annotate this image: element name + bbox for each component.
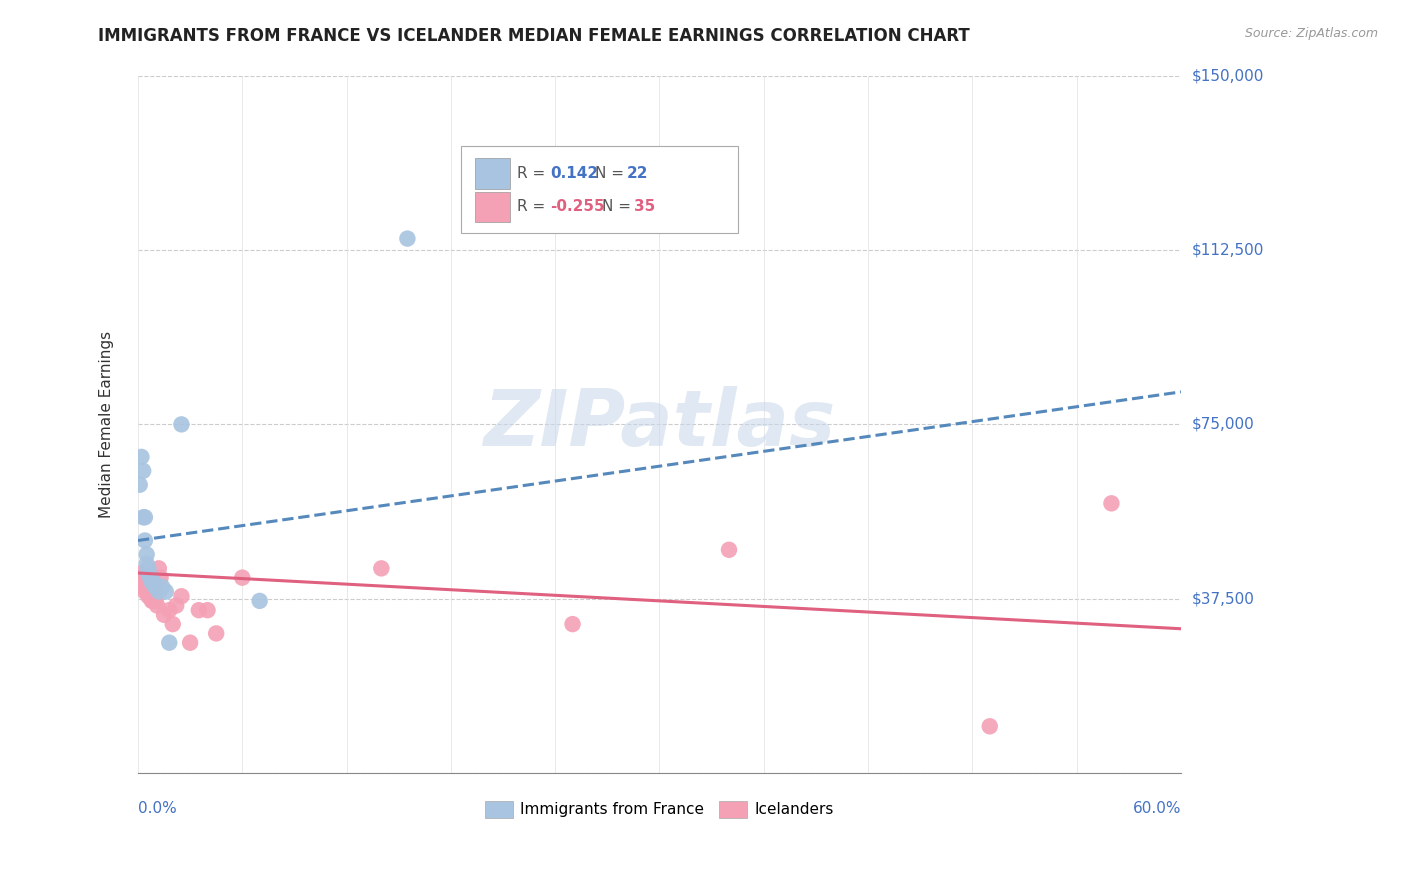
- Point: [138, 561, 160, 575]
- Point: [1099, 496, 1122, 510]
- Point: [205, 626, 228, 640]
- Text: $112,500: $112,500: [1192, 243, 1264, 258]
- Point: [153, 607, 176, 622]
- Point: [179, 635, 201, 649]
- Text: $37,500: $37,500: [1192, 591, 1256, 606]
- Text: N =: N =: [602, 200, 636, 214]
- Text: 22: 22: [627, 166, 648, 181]
- Point: [135, 548, 157, 562]
- Point: [143, 594, 166, 608]
- Point: [149, 571, 172, 585]
- Point: [128, 477, 150, 491]
- Point: [370, 561, 392, 575]
- Point: [162, 617, 184, 632]
- Point: [157, 603, 180, 617]
- Point: [165, 599, 187, 613]
- Point: [142, 594, 165, 608]
- Point: [135, 557, 157, 571]
- Point: [131, 575, 153, 590]
- Point: [146, 599, 169, 613]
- Point: [141, 594, 163, 608]
- Point: [717, 542, 740, 557]
- Point: [231, 571, 253, 585]
- Point: [561, 617, 583, 632]
- Point: [170, 589, 193, 603]
- Text: Source: ZipAtlas.com: Source: ZipAtlas.com: [1244, 27, 1378, 40]
- Point: [138, 580, 160, 594]
- Point: [139, 571, 162, 585]
- Point: [142, 575, 165, 590]
- Point: [139, 580, 162, 594]
- Text: IMMIGRANTS FROM FRANCE VS ICELANDER MEDIAN FEMALE EARNINGS CORRELATION CHART: IMMIGRANTS FROM FRANCE VS ICELANDER MEDI…: [98, 27, 970, 45]
- Point: [131, 566, 153, 580]
- Point: [134, 575, 156, 590]
- Point: [134, 533, 156, 548]
- Point: [138, 566, 160, 580]
- Point: [135, 580, 157, 594]
- FancyBboxPatch shape: [475, 192, 510, 222]
- FancyBboxPatch shape: [461, 145, 738, 233]
- Text: 60.0%: 60.0%: [1132, 801, 1181, 815]
- Point: [134, 510, 156, 524]
- Point: [155, 584, 177, 599]
- Point: [249, 594, 271, 608]
- FancyBboxPatch shape: [475, 158, 510, 188]
- Text: N =: N =: [595, 166, 628, 181]
- Point: [143, 584, 166, 599]
- Text: -0.255: -0.255: [550, 200, 605, 214]
- Point: [134, 584, 156, 599]
- Point: [132, 571, 155, 585]
- Point: [148, 584, 170, 599]
- Point: [139, 589, 162, 603]
- Point: [132, 464, 155, 478]
- Y-axis label: Median Female Earnings: Median Female Earnings: [100, 331, 114, 518]
- Text: 35: 35: [634, 200, 655, 214]
- Point: [148, 561, 170, 575]
- Text: $150,000: $150,000: [1192, 69, 1264, 84]
- Point: [187, 603, 209, 617]
- Point: [197, 603, 219, 617]
- Text: $75,000: $75,000: [1192, 417, 1254, 432]
- Text: ZIPatlas: ZIPatlas: [484, 386, 835, 462]
- Point: [979, 719, 1001, 733]
- Point: [150, 580, 173, 594]
- Point: [170, 417, 193, 432]
- Point: [135, 575, 157, 590]
- Point: [396, 231, 419, 245]
- Point: [132, 510, 155, 524]
- Text: 0.0%: 0.0%: [138, 801, 177, 815]
- Text: 0.142: 0.142: [550, 166, 598, 181]
- Point: [157, 635, 180, 649]
- Point: [131, 450, 153, 464]
- Text: R =: R =: [516, 200, 550, 214]
- Point: [138, 566, 160, 580]
- Point: [138, 589, 160, 603]
- Point: [141, 575, 163, 590]
- Point: [143, 580, 166, 594]
- Legend: Immigrants from France, Icelanders: Immigrants from France, Icelanders: [479, 795, 839, 824]
- Point: [128, 571, 150, 585]
- Text: R =: R =: [516, 166, 550, 181]
- Point: [132, 580, 155, 594]
